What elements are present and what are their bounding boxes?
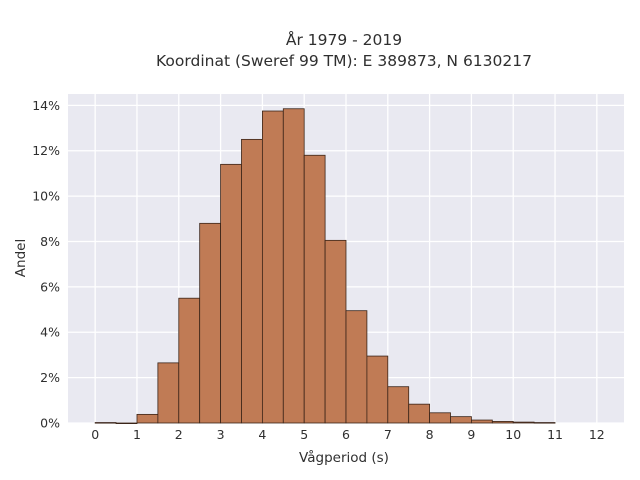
x-tick-label: 1: [133, 427, 141, 442]
x-tick-label: 11: [547, 427, 563, 442]
histogram-bar: [533, 422, 556, 424]
histogram-bar: [387, 386, 410, 424]
chart-title-line-2: Koordinat (Sweref 99 TM): E 389873, N 61…: [156, 52, 532, 70]
histogram-bar: [303, 154, 326, 424]
y-tick-label: 14%: [32, 98, 60, 113]
y-tick-label: 4%: [40, 325, 60, 340]
y-tick-label: 10%: [32, 189, 60, 204]
histogram-bar: [157, 362, 180, 424]
histogram-bar: [366, 355, 389, 424]
histogram-bar: [282, 108, 305, 424]
x-axis-label: Vågperiod (s): [299, 449, 389, 466]
histogram-bar: [429, 412, 451, 424]
x-tick-label: 12: [589, 427, 605, 442]
histogram-bar: [115, 422, 138, 425]
x-tick-label: 8: [426, 427, 434, 442]
y-tick-label: 8%: [40, 234, 60, 249]
x-tick-label: 6: [342, 427, 350, 442]
histogram-bar: [241, 138, 263, 424]
x-tick-label: 5: [300, 427, 308, 442]
x-tick-label: 7: [384, 427, 392, 442]
y-tick-label: 0%: [40, 416, 60, 431]
histogram-bar: [220, 163, 242, 424]
y-axis-label: Andel: [13, 239, 29, 277]
x-tick-label: 2: [175, 427, 183, 442]
y-tick-label: 12%: [32, 143, 60, 158]
chart-title-line-1: År 1979 - 2019: [286, 30, 402, 49]
x-tick-label: 10: [505, 427, 521, 442]
histogram-bar: [512, 421, 535, 424]
x-tick-label: 3: [217, 427, 225, 442]
x-tick-label: 4: [258, 427, 266, 442]
histogram-bar: [408, 403, 431, 424]
x-tick-label: 0: [91, 427, 99, 442]
histogram-bar: [345, 310, 368, 424]
histogram-bar: [471, 419, 493, 424]
histogram-bar: [261, 110, 284, 424]
histogram-bar: [136, 413, 159, 424]
histogram-bar: [450, 416, 472, 424]
histogram-bars: [94, 108, 556, 425]
x-axis-ticks: 0 1 2 3 4 5 6 7 8 9 10 11 12: [91, 427, 605, 442]
y-axis-ticks: 0% 2% 4% 6% 8% 10% 12% 14%: [32, 98, 60, 431]
x-tick-label: 9: [467, 427, 475, 442]
histogram-bar: [491, 421, 514, 424]
histogram-bar: [94, 422, 117, 424]
y-tick-label: 2%: [40, 370, 60, 385]
histogram-bar: [324, 239, 347, 424]
histogram-bar: [199, 222, 221, 424]
histogram-bar: [178, 297, 201, 424]
y-tick-label: 6%: [40, 279, 60, 294]
